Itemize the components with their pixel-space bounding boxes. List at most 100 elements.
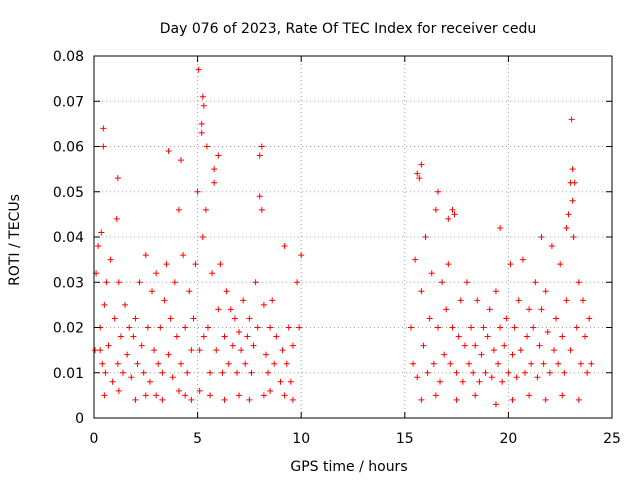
data-point (207, 392, 214, 399)
data-point (495, 360, 502, 367)
grid (94, 56, 612, 418)
y-tick-label: 0.05 (53, 185, 84, 201)
data-point (151, 347, 158, 354)
data-point (199, 93, 206, 100)
data-point (180, 252, 187, 259)
y-tick-label: 0.03 (53, 275, 84, 291)
data-point (588, 360, 595, 367)
data-point (557, 261, 564, 268)
data-point (546, 369, 553, 376)
data-point (430, 360, 437, 367)
data-point (542, 396, 549, 403)
data-point (420, 342, 427, 349)
data-point (544, 329, 551, 336)
data-point (115, 387, 122, 394)
data-point (424, 369, 431, 376)
data-point (221, 333, 228, 340)
data-point (532, 279, 539, 286)
y-tick-label: 0.07 (53, 94, 84, 110)
data-point (130, 333, 137, 340)
data-point (188, 396, 195, 403)
data-point (422, 234, 429, 240)
data-point (246, 396, 253, 403)
data-point (200, 333, 207, 340)
data-point (211, 179, 218, 186)
data-point (509, 396, 516, 403)
data-point (169, 374, 176, 381)
data-point (492, 401, 499, 408)
data-point (231, 315, 238, 322)
data-point (196, 347, 203, 354)
data-point (114, 360, 121, 367)
data-point (200, 102, 207, 109)
data-point (281, 392, 288, 399)
data-point (511, 324, 518, 331)
data-point (202, 206, 209, 213)
data-point (227, 306, 234, 313)
data-point (207, 369, 214, 376)
data-point (586, 315, 593, 322)
data-point (434, 188, 441, 195)
y-tick-label: 0.08 (53, 49, 84, 65)
data-point (449, 324, 456, 331)
data-point (538, 306, 545, 313)
data-point (258, 143, 265, 150)
data-point (575, 396, 582, 403)
data-point (195, 66, 202, 73)
data-point (528, 360, 535, 367)
data-point (144, 324, 151, 331)
data-point (490, 347, 497, 354)
data-point (559, 333, 566, 340)
data-point (461, 342, 468, 349)
data-point (117, 333, 124, 340)
data-point (519, 256, 526, 263)
axis-ticks: 0 5 10 15 20 25 0 0.01 0.02 0.03 0.04 0.05 0.06 0.07 0… (53, 49, 621, 447)
data-point (472, 392, 479, 399)
data-point (416, 175, 423, 182)
data-point (418, 161, 425, 168)
data-point (271, 360, 278, 367)
data-point (221, 396, 228, 403)
data-point (105, 342, 112, 349)
data-point (165, 351, 172, 358)
data-point (482, 369, 489, 376)
data-point (262, 351, 269, 358)
data-point (567, 179, 574, 186)
data-point (101, 301, 108, 308)
data-point (188, 347, 195, 354)
data-point (517, 347, 524, 354)
data-point (455, 333, 462, 340)
data-point (159, 396, 166, 403)
data-point (184, 369, 191, 376)
data-point (569, 197, 576, 204)
data-point (497, 324, 504, 331)
data-point (134, 360, 141, 367)
data-point (437, 378, 444, 385)
data-point (503, 315, 510, 322)
data-point (579, 297, 586, 304)
y-tick-label: 0.01 (53, 366, 84, 382)
data-point (114, 175, 121, 182)
data-point (281, 243, 288, 250)
data-point (209, 270, 216, 277)
data-point (501, 342, 508, 349)
data-point (265, 369, 272, 376)
data-point (451, 211, 458, 218)
data-point (242, 360, 249, 367)
data-point (267, 387, 274, 394)
data-point (98, 229, 105, 236)
data-point (294, 279, 301, 286)
data-point (244, 333, 251, 340)
data-point (540, 360, 547, 367)
y-tick-label: 0.04 (53, 230, 84, 246)
data-point (178, 360, 185, 367)
data-point (260, 301, 267, 308)
data-point (509, 351, 516, 358)
data-point (480, 324, 487, 331)
data-point (211, 166, 218, 173)
data-point (146, 378, 153, 385)
data-point (238, 347, 245, 354)
x-tick-label: 20 (499, 431, 517, 447)
data-point (277, 378, 284, 385)
data-marks (92, 66, 595, 408)
